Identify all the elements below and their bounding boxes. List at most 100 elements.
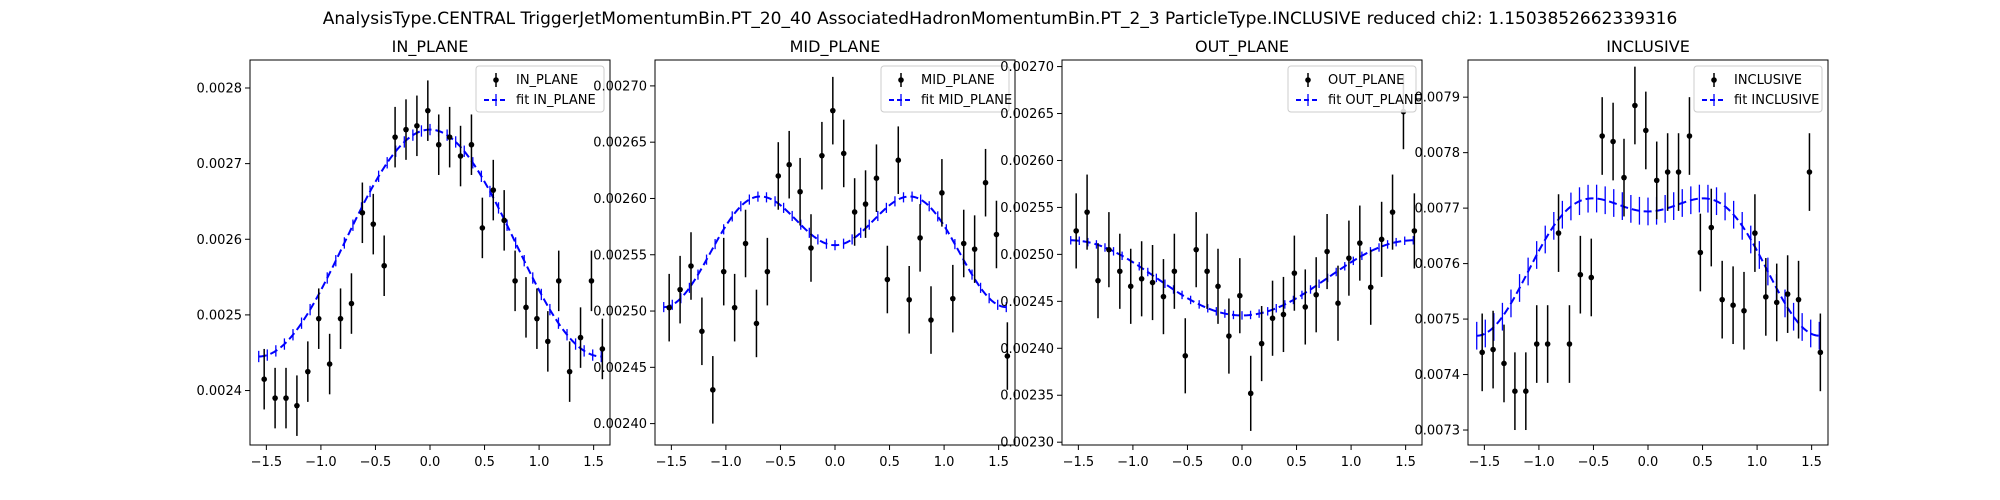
data-marker (1411, 228, 1418, 234)
data-point (337, 288, 344, 349)
y-tick-label: 0.0027 (197, 157, 243, 172)
legend-data-marker (898, 77, 904, 83)
data-point (1302, 269, 1309, 345)
data-marker (381, 262, 387, 269)
data-marker (971, 246, 978, 252)
data-point (731, 273, 738, 342)
data-point (1335, 265, 1341, 341)
panel-title: OUT_PLANE (1195, 37, 1289, 57)
x-tick-label: −1.5 (1469, 455, 1501, 470)
data-point (1378, 201, 1385, 277)
data-point (753, 289, 760, 358)
data-point (1204, 233, 1210, 309)
data-marker (359, 209, 366, 216)
data-point (1610, 102, 1616, 181)
data-marker (577, 334, 584, 341)
data-marker (710, 387, 716, 393)
data-marker (666, 304, 672, 311)
data-marker (435, 141, 442, 148)
y-tick-label: 0.0073 (1415, 424, 1461, 439)
y-tick-label: 0.00265 (1000, 107, 1054, 122)
data-point (294, 375, 300, 436)
data-point (1752, 194, 1758, 272)
data-point (1817, 313, 1824, 392)
data-marker (1643, 127, 1649, 134)
data-point (884, 245, 891, 314)
data-point (468, 114, 475, 175)
x-tick-label: 1.5 (1395, 455, 1416, 470)
data-point (808, 214, 814, 282)
data-point (1389, 174, 1396, 250)
data-marker (1523, 388, 1529, 394)
legend-label: IN_PLANE (516, 73, 578, 88)
data-marker (305, 368, 311, 375)
data-marker (1533, 341, 1540, 347)
data-marker (414, 123, 420, 129)
data-marker (1095, 277, 1101, 284)
data-marker (1752, 230, 1758, 236)
data-marker (993, 231, 1000, 238)
data-marker (1204, 268, 1210, 275)
data-marker (392, 134, 398, 140)
data-marker (1138, 275, 1145, 282)
x-tick-label: 0.5 (1692, 455, 1713, 470)
data-point (1095, 243, 1101, 319)
data-marker (1258, 340, 1265, 347)
data-marker (1182, 352, 1189, 359)
data-point (326, 333, 333, 395)
data-point (1280, 276, 1287, 353)
data-marker (731, 304, 738, 311)
data-marker (960, 240, 967, 247)
data-marker (1291, 270, 1298, 276)
data-point (1708, 188, 1715, 267)
data-marker (1719, 296, 1725, 303)
axes-frame (654, 59, 1016, 446)
data-point (435, 114, 442, 175)
data-marker (1280, 311, 1287, 318)
data-point (993, 200, 1000, 269)
data-marker (1073, 228, 1079, 234)
data-point (566, 341, 573, 402)
data-point (425, 80, 431, 141)
data-marker (764, 268, 771, 275)
legend-label: OUT_PLANE (1328, 73, 1404, 88)
data-point (1719, 260, 1725, 339)
data-marker (599, 346, 606, 352)
data-point (392, 106, 398, 168)
data-point (1171, 233, 1178, 309)
data-point (1160, 259, 1167, 335)
data-marker (512, 278, 518, 284)
data-point (1577, 235, 1584, 314)
data-point (555, 250, 562, 312)
data-marker (1389, 209, 1396, 215)
legend-box (1287, 65, 1417, 113)
fit-errorbars (1476, 184, 1820, 350)
x-tick-label: 0.0 (825, 455, 846, 470)
data-point (710, 356, 716, 424)
data-point (1795, 260, 1802, 339)
data-marker (545, 338, 551, 345)
data-marker (699, 328, 705, 335)
data-marker (851, 209, 858, 215)
data-marker (862, 201, 869, 207)
data-point (577, 307, 584, 368)
data-marker (808, 245, 814, 251)
data-marker (720, 268, 727, 275)
data-point (512, 250, 518, 312)
data-point (479, 197, 486, 259)
data-point (1269, 280, 1276, 356)
data-point (414, 95, 420, 157)
data-point (348, 273, 355, 334)
legend-label: INCLUSIVE (1734, 73, 1802, 88)
x-tick-label: −1.0 (710, 455, 742, 470)
data-marker (1795, 296, 1802, 303)
data-marker (468, 141, 475, 148)
data-point (830, 76, 836, 145)
y-tick-label: 0.0077 (1415, 202, 1461, 217)
data-point (370, 193, 377, 255)
data-marker (490, 187, 497, 193)
x-tick-label: −1.5 (251, 455, 283, 470)
data-marker (403, 126, 409, 133)
data-point (1247, 355, 1254, 431)
